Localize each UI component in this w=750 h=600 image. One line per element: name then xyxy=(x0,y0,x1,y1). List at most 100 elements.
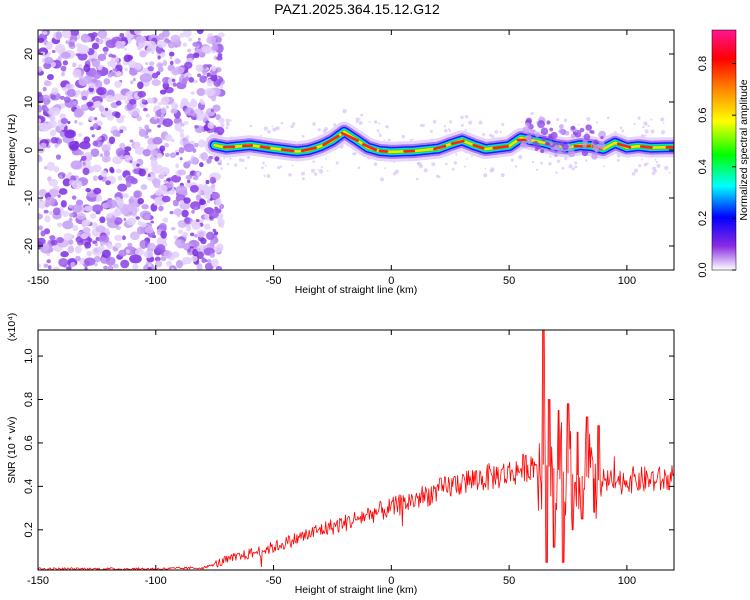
noise-blob xyxy=(192,176,199,181)
spectrogram-y-axis-label: Frequency (Hz) xyxy=(6,114,18,186)
noise-speck xyxy=(352,152,355,155)
noise-speck xyxy=(500,173,505,178)
noise-speck xyxy=(393,161,395,164)
noise-blob xyxy=(99,241,106,246)
noise-blob xyxy=(107,72,113,78)
noise-blob xyxy=(48,178,59,187)
ridge-peak xyxy=(322,134,340,147)
noise-speck xyxy=(637,116,641,120)
noise-blob xyxy=(80,155,87,161)
noise-speck xyxy=(642,125,645,129)
noise-blob xyxy=(157,40,167,48)
noise-blob xyxy=(74,119,78,124)
noise-speck xyxy=(518,154,523,160)
noise-blob xyxy=(94,100,102,107)
noise-speck xyxy=(411,138,414,141)
spectrogram-x-ticks: -150 -100 -50 0 50 100 xyxy=(27,30,636,287)
noise-blob xyxy=(97,136,103,141)
noise-speck xyxy=(571,167,575,171)
noise-blob xyxy=(129,98,137,105)
noise-blob xyxy=(94,243,99,247)
noise-blob xyxy=(98,105,105,112)
noise-blob xyxy=(171,78,176,82)
noise-blob xyxy=(205,231,215,241)
noise-blob xyxy=(75,245,82,254)
noise-blob xyxy=(39,198,43,202)
noise-speck xyxy=(261,166,264,170)
noise-blob xyxy=(161,96,170,105)
noise-blob xyxy=(219,84,224,89)
noise-speck xyxy=(342,108,347,114)
noise-blob xyxy=(97,53,107,62)
colorbar: 0.0 0.2 0.4 0.6 0.8 Normalized spectral ampl… xyxy=(697,29,750,278)
noise-blob xyxy=(151,79,161,87)
noise-blob xyxy=(190,91,195,95)
noise-blob xyxy=(191,255,198,262)
noise-speck xyxy=(368,120,371,123)
noise-blob xyxy=(108,53,114,58)
noise-blob xyxy=(192,248,199,257)
ridge-peak xyxy=(639,145,653,149)
noise-speck xyxy=(378,122,381,125)
noise-speck xyxy=(378,133,382,137)
noise-blob xyxy=(202,69,208,76)
colorbar-label: Normalized spectral amplitude xyxy=(738,79,750,220)
noise-blob xyxy=(171,102,178,111)
noise-blob xyxy=(133,190,141,199)
noise-blob xyxy=(60,51,71,59)
noise-blob xyxy=(119,142,126,150)
noise-blob xyxy=(150,220,155,224)
noise-blob xyxy=(162,118,173,127)
noise-blob xyxy=(166,180,174,189)
noise-blob xyxy=(199,75,207,83)
noise-blob xyxy=(133,141,141,148)
noise-blob xyxy=(186,160,192,166)
noise-speck xyxy=(357,166,361,170)
noise-blob xyxy=(164,134,173,142)
noise-blob xyxy=(116,61,121,66)
noise-speck xyxy=(464,128,467,132)
noise-blob xyxy=(91,247,103,256)
noise-speck xyxy=(660,130,665,135)
noise-speck xyxy=(373,120,378,124)
noise-blob xyxy=(137,81,144,90)
noise-blob xyxy=(97,87,104,96)
noise-blob xyxy=(211,44,219,52)
noise-blob xyxy=(185,76,190,81)
noise-speck xyxy=(360,113,364,117)
noise-speck xyxy=(313,172,318,176)
noise-blob xyxy=(137,90,147,98)
noise-blob xyxy=(123,47,127,51)
ridge-blotch xyxy=(581,150,588,157)
noise-blob xyxy=(196,251,204,260)
noise-blob xyxy=(122,193,129,198)
noise-blob xyxy=(211,183,216,189)
noise-blob xyxy=(135,35,147,44)
noise-speck xyxy=(264,164,267,167)
noise-blob xyxy=(56,222,63,228)
noise-speck xyxy=(499,130,502,133)
noise-blob xyxy=(140,222,147,228)
noise-speck xyxy=(482,132,486,137)
x-tick-label: -150 xyxy=(27,575,49,587)
noise-blob xyxy=(205,259,208,263)
noise-blob xyxy=(142,149,152,157)
noise-blob xyxy=(54,143,59,148)
noise-blob xyxy=(92,140,99,147)
noise-blob xyxy=(158,33,165,41)
noise-blob xyxy=(143,250,154,259)
noise-blob xyxy=(71,179,83,190)
noise-blob xyxy=(181,209,189,218)
noise-blob xyxy=(55,31,63,39)
noise-blob xyxy=(127,211,133,216)
noise-blob xyxy=(129,231,140,241)
noise-blob xyxy=(87,82,96,89)
spectrogram-x-axis-label: Height of straight line (km) xyxy=(295,284,418,296)
noise-speck xyxy=(423,168,428,173)
noise-blob xyxy=(67,245,75,254)
ridge-blotch xyxy=(540,149,545,154)
noise-speck xyxy=(220,123,225,128)
noise-blob xyxy=(95,37,100,43)
noise-blob xyxy=(174,123,182,132)
noise-speck xyxy=(535,168,539,171)
